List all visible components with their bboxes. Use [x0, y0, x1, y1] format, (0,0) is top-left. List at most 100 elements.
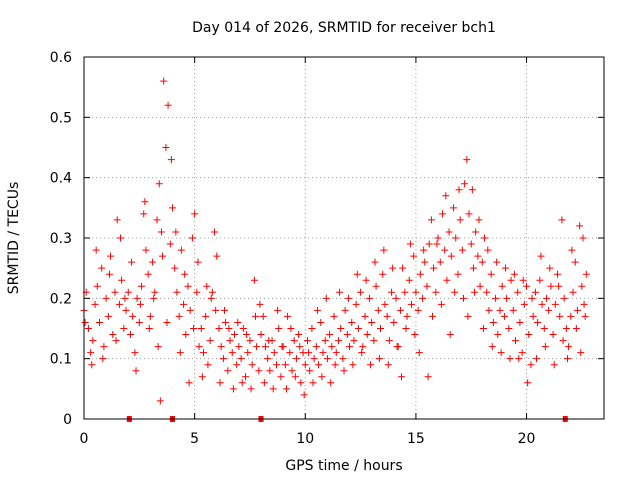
data-point — [288, 367, 296, 375]
data-point — [133, 294, 141, 302]
data-point — [451, 288, 459, 296]
data-point — [291, 373, 299, 381]
data-point — [334, 337, 342, 345]
data-point — [317, 318, 325, 326]
data-point — [427, 216, 435, 224]
data-point — [297, 379, 305, 387]
data-point — [197, 325, 205, 332]
data-point — [380, 246, 388, 254]
data-point — [484, 246, 492, 254]
data-point — [331, 361, 339, 369]
data-point — [175, 312, 183, 320]
data-point — [479, 325, 487, 332]
data-point — [481, 234, 489, 242]
data-point — [172, 228, 180, 236]
data-point — [374, 306, 382, 314]
x-tick-label: 15 — [407, 431, 425, 447]
data-point — [581, 312, 589, 320]
data-point — [177, 246, 185, 254]
data-point — [489, 318, 497, 326]
data-point — [181, 270, 189, 278]
data-point — [556, 312, 564, 320]
data-point — [458, 246, 466, 254]
data-point — [136, 300, 144, 308]
y-tick-label: 0 — [63, 412, 72, 428]
data-point — [578, 282, 586, 290]
data-point — [199, 349, 207, 357]
data-point — [339, 355, 347, 363]
x-axis-label: GPS time / hours — [285, 458, 402, 474]
data-point — [277, 373, 285, 381]
data-point — [235, 343, 243, 351]
data-point — [558, 216, 566, 224]
data-point — [167, 156, 175, 164]
data-point — [234, 318, 242, 326]
data-point — [446, 331, 454, 339]
data-point — [529, 312, 537, 320]
data-point — [410, 252, 418, 260]
data-point — [146, 312, 154, 320]
data-point — [503, 294, 511, 302]
data-point — [560, 294, 568, 302]
data-point — [562, 325, 570, 332]
data-point — [111, 288, 119, 296]
data-point — [518, 349, 526, 357]
data-point — [514, 288, 522, 296]
data-point — [497, 349, 505, 357]
data-point — [341, 306, 349, 314]
data-point — [171, 264, 179, 272]
y-tick-label: 0.4 — [50, 171, 72, 187]
data-point — [98, 264, 106, 272]
data-point — [185, 379, 193, 387]
data-point — [398, 373, 406, 381]
data-point — [407, 300, 415, 308]
data-point — [399, 264, 407, 272]
data-point — [88, 361, 96, 369]
data-point — [264, 355, 272, 363]
data-point — [493, 258, 501, 266]
data-point — [455, 186, 463, 194]
data-point — [135, 318, 143, 326]
data-point — [151, 288, 159, 296]
data-point — [384, 361, 392, 369]
data-point — [344, 294, 352, 302]
data-point — [551, 300, 559, 308]
data-point — [368, 318, 376, 326]
data-point — [206, 337, 214, 345]
data-point — [229, 385, 237, 393]
data-point — [248, 361, 256, 369]
data-point — [502, 264, 510, 272]
data-point — [362, 276, 370, 284]
data-point — [270, 349, 278, 357]
data-point — [296, 343, 304, 351]
data-point — [352, 300, 360, 308]
data-point — [475, 216, 483, 224]
data-point — [429, 312, 437, 320]
data-point — [273, 361, 281, 369]
data-point — [580, 300, 588, 308]
data-point — [505, 325, 513, 332]
data-point — [542, 294, 550, 302]
data-point — [141, 198, 149, 206]
data-point — [120, 325, 128, 332]
data-point — [454, 270, 462, 278]
data-point — [363, 331, 371, 339]
data-point — [322, 294, 330, 302]
data-point — [541, 343, 549, 351]
data-point — [472, 228, 480, 236]
data-point — [222, 318, 230, 326]
data-point — [295, 331, 303, 339]
data-point — [100, 343, 108, 351]
data-point — [169, 204, 177, 212]
data-point — [573, 306, 581, 314]
data-point — [507, 276, 515, 284]
data-point — [228, 349, 236, 357]
data-point — [217, 343, 225, 351]
data-point — [375, 355, 383, 363]
data-point — [461, 180, 469, 188]
data-point — [414, 306, 422, 314]
data-point — [520, 300, 528, 308]
data-point — [390, 318, 398, 326]
data-point — [259, 312, 267, 320]
